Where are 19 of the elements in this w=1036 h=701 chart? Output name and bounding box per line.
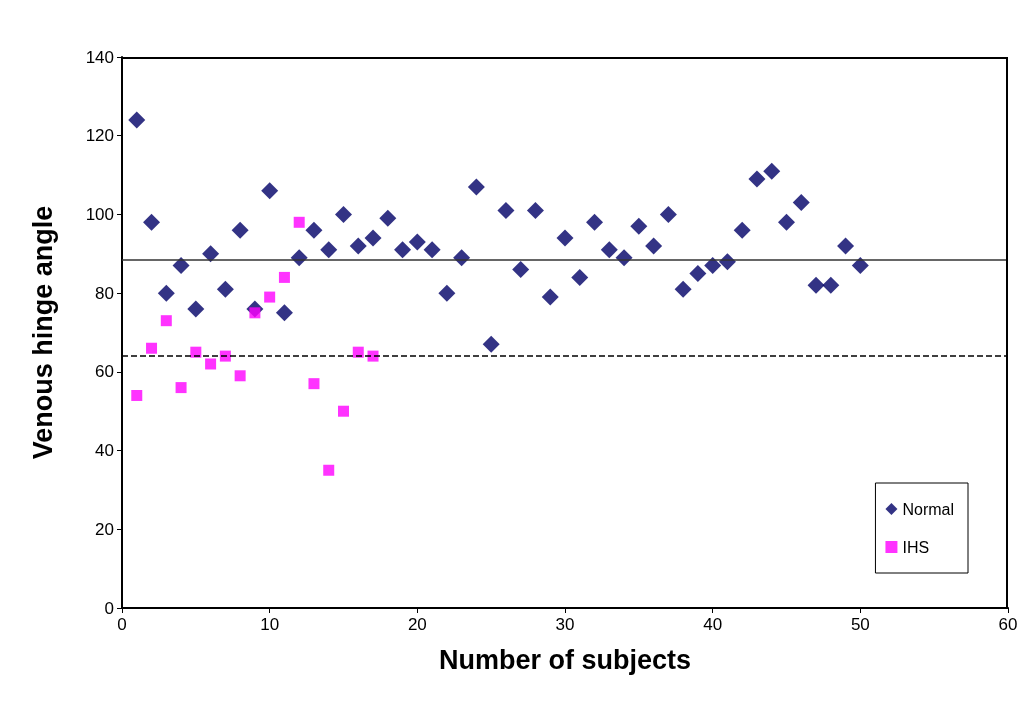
x-tick-label: 60 bbox=[998, 615, 1018, 634]
y-tick-label: 120 bbox=[85, 126, 114, 146]
y-tick-label: 140 bbox=[85, 47, 114, 67]
x-tick-label: 10 bbox=[260, 615, 280, 634]
x-tick-label: 30 bbox=[555, 615, 575, 634]
legend-label: IHS bbox=[902, 538, 930, 556]
y-tick-label: 0 bbox=[104, 598, 114, 618]
x-axis-title: Number of subjects bbox=[438, 644, 692, 675]
y-tick-label: 80 bbox=[95, 283, 114, 303]
x-tick-label: 50 bbox=[850, 615, 870, 634]
y-axis-title: Venous hinge angle bbox=[27, 205, 58, 460]
x-tick-label: 20 bbox=[407, 615, 427, 634]
y-tick-label: 40 bbox=[95, 441, 114, 461]
y-tick-label: 60 bbox=[95, 362, 114, 382]
legend-label: Normal bbox=[902, 500, 954, 518]
y-tick-label: 100 bbox=[85, 204, 114, 224]
x-tick-label: 0 bbox=[117, 615, 127, 634]
x-tick-label: 40 bbox=[703, 615, 723, 634]
y-tick-label: 20 bbox=[95, 519, 114, 539]
